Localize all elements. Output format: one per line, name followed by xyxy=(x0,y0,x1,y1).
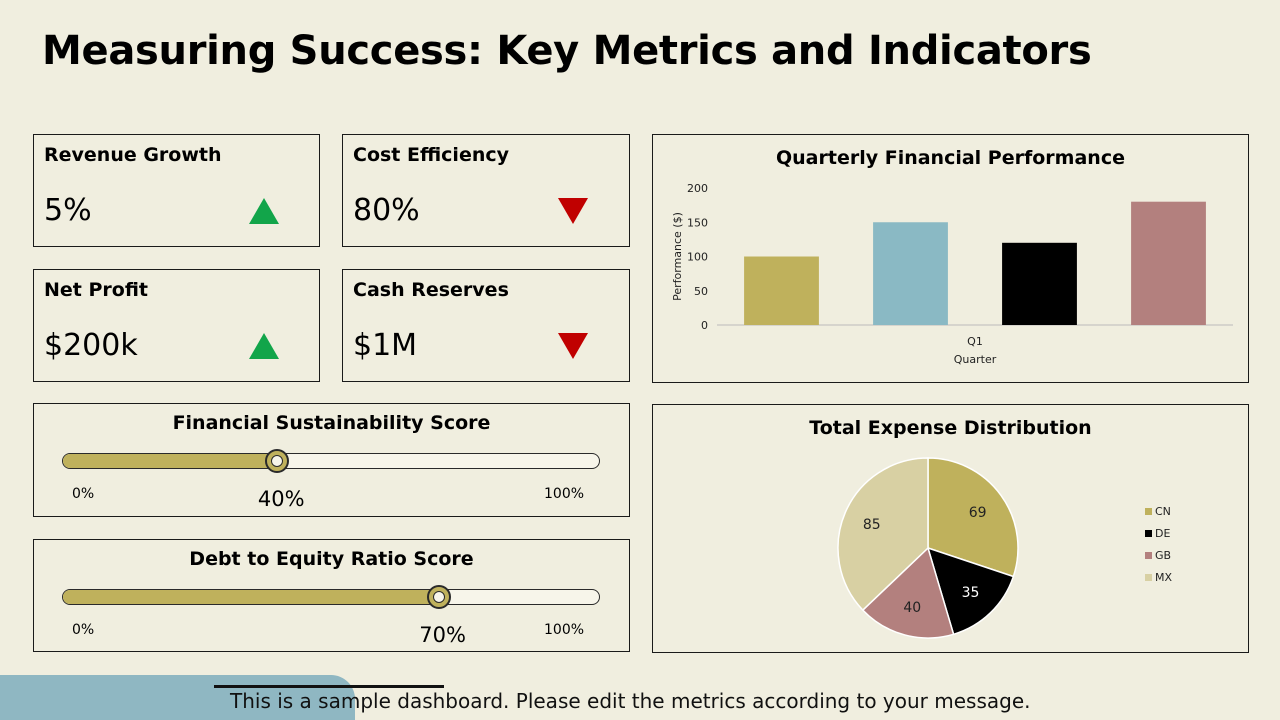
triangle-up-icon xyxy=(249,333,279,359)
pie-slice xyxy=(927,457,1019,578)
legend-label: GB xyxy=(1155,549,1171,562)
legend-label: DE xyxy=(1155,527,1170,540)
pie-data-label: 35 xyxy=(962,585,980,601)
slider-fill xyxy=(63,590,440,604)
triangle-up-icon xyxy=(249,198,279,224)
pie-chart-title: Total Expense Distribution xyxy=(809,417,1092,439)
y-tick-label: 200 xyxy=(687,182,708,195)
kpi-label: Revenue Growth xyxy=(44,144,222,166)
kpi-label: Cash Reserves xyxy=(353,279,509,301)
bar xyxy=(873,222,948,325)
y-tick-label: 0 xyxy=(701,319,708,332)
slider-value-label: 40% xyxy=(257,487,305,511)
kpi-card-cash-reserves: Cash Reserves $1M xyxy=(342,269,630,382)
kpi-label: Cost Efficiency xyxy=(353,144,510,166)
slider-value-label: 70% xyxy=(419,623,466,647)
legend-swatch xyxy=(1145,552,1152,559)
kpi-value: $200k xyxy=(44,328,138,363)
slider-min-label: 0% xyxy=(72,622,95,638)
kpi-label: Net Profit xyxy=(44,279,148,301)
pie-data-label: 69 xyxy=(969,505,987,521)
legend-label: MX xyxy=(1155,571,1172,584)
legend-label: CN xyxy=(1155,505,1171,518)
bar-chart-title: Quarterly Financial Performance xyxy=(776,147,1125,169)
footer-accent-bar xyxy=(0,675,355,720)
bar xyxy=(744,256,819,325)
legend-swatch xyxy=(1145,530,1152,537)
kpi-card-cost-efficiency: Cost Efficiency 80% xyxy=(342,134,630,247)
pie-data-label: 40 xyxy=(903,600,921,616)
bar-chart-card: Quarterly Financial Performance 0 50 100 15… xyxy=(652,134,1249,383)
pie-slice xyxy=(861,546,955,639)
slider-title: Debt to Equity Ratio Score xyxy=(189,548,474,570)
y-tick-label: 50 xyxy=(694,285,708,298)
slider-knob[interactable] xyxy=(265,449,290,473)
triangle-down-icon xyxy=(558,198,588,224)
page-title: Measuring Success: Key Metrics and Indic… xyxy=(42,28,1092,74)
kpi-card-revenue-growth: Revenue Growth 5% xyxy=(33,134,320,247)
footer-note: This is a sample dashboard. Please edit … xyxy=(230,689,1031,713)
y-tick-label: 150 xyxy=(687,216,708,229)
slider-fill xyxy=(63,454,279,468)
slider-track[interactable] xyxy=(62,589,600,605)
slider-max-label: 100% xyxy=(544,622,585,638)
slider-card-debt-to-equity: Debt to Equity Ratio Score 0% 100% 70% xyxy=(33,539,630,652)
slider-track[interactable] xyxy=(62,453,600,469)
triangle-down-icon xyxy=(558,333,588,359)
slider-knob[interactable] xyxy=(426,585,451,609)
slider-max-label: 100% xyxy=(544,486,585,502)
pie-slice xyxy=(837,457,929,612)
legend-swatch xyxy=(1145,508,1152,515)
legend-swatch xyxy=(1145,574,1152,581)
x-tick-label: Q1 xyxy=(967,335,983,348)
bar xyxy=(1002,242,1077,325)
pie-chart-card: Total Expense Distribution 69 35 40 85 CN DE G… xyxy=(652,404,1249,653)
x-axis-label: Quarter xyxy=(954,353,997,366)
kpi-value: 5% xyxy=(44,193,92,228)
kpi-card-net-profit: Net Profit $200k xyxy=(33,269,320,382)
slider-min-label: 0% xyxy=(72,486,95,502)
pie-slice xyxy=(926,546,1015,636)
bar xyxy=(1131,201,1206,325)
footer-divider xyxy=(214,685,444,688)
y-axis-label: Performance ($) xyxy=(671,212,684,301)
y-tick-label: 100 xyxy=(687,251,708,264)
kpi-value: $1M xyxy=(353,328,418,363)
kpi-value: 80% xyxy=(353,193,420,228)
slider-title: Financial Sustainability Score xyxy=(172,412,491,434)
slider-card-financial-sustainability: Financial Sustainability Score 0% 100% 4… xyxy=(33,403,630,517)
pie-chart: 69 35 40 85 CN DE GB MX xyxy=(837,457,1172,639)
pie-data-label: 85 xyxy=(863,517,881,533)
bar-chart: 0 50 100 150 200 Performance ($) Q1 Quarter xyxy=(671,182,1233,366)
